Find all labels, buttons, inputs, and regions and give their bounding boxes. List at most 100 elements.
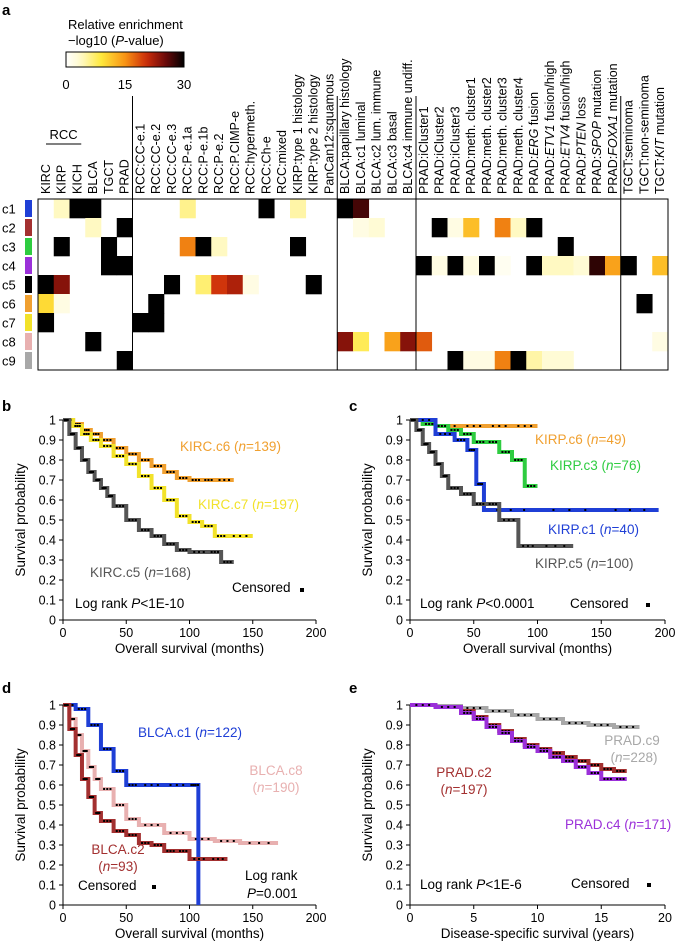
y-tick-label: 0.6 xyxy=(39,779,56,793)
y-axis-label: Survival probability xyxy=(360,748,375,862)
censor-mark xyxy=(77,754,80,756)
y-tick-label: 0.2 xyxy=(386,574,403,588)
censor-mark xyxy=(609,768,612,770)
heatmap-cell xyxy=(38,294,55,314)
censor-mark xyxy=(193,858,196,860)
censor-mark xyxy=(78,425,81,427)
censor-mark xyxy=(468,449,471,451)
column-label-part: Ch-e xyxy=(259,136,273,163)
column-label: PRAD:SPOP mutation xyxy=(590,70,604,194)
column-label-part: mutation xyxy=(606,63,620,114)
censor-mark xyxy=(182,477,185,479)
censor-mark xyxy=(194,784,197,786)
censor-mark xyxy=(554,545,557,547)
heatmap-cell xyxy=(447,351,464,371)
censor-mark xyxy=(632,726,635,728)
censor-mark xyxy=(169,499,172,501)
series-label-name: KIRC.c5 ( xyxy=(90,565,149,580)
row-label: c9 xyxy=(2,354,16,369)
heatmap-cell xyxy=(132,313,149,333)
panel-b: b 0 0.1 0.2 0.3 0.4 0.5 0.6 0.7 0.8 0.9 1 0 50 100 150 2… xyxy=(2,398,326,656)
y-axis-label: Survival probability xyxy=(13,463,28,577)
column-label-part: P-e.1b xyxy=(196,127,210,164)
column-label-part: PRAD: xyxy=(574,156,588,194)
y-tick-label: 0 xyxy=(49,899,56,913)
censor-mark xyxy=(134,463,137,465)
column-label-part: BLCA: xyxy=(385,158,399,194)
panel-letter-b: b xyxy=(2,398,11,415)
column-label-part: PRAD xyxy=(118,159,132,194)
series-label-paren: ) xyxy=(653,750,658,765)
heatmap-cell xyxy=(479,256,496,276)
y-tick-label: 0.1 xyxy=(386,879,403,893)
censor-mark xyxy=(98,778,101,780)
heatmap-cell xyxy=(101,237,118,257)
column-label-part: CC-e.2 xyxy=(149,124,163,164)
censor-mark xyxy=(182,832,185,834)
column-label-part: luminal xyxy=(354,102,368,145)
censor-mark xyxy=(109,748,112,750)
censor-mark xyxy=(73,728,76,730)
censor-mark xyxy=(134,784,137,786)
censor-mark xyxy=(463,712,466,714)
censor-mark xyxy=(432,451,435,453)
censor-mark xyxy=(210,551,213,553)
censor-mark xyxy=(517,740,520,742)
column-label: RCC:P.CIMP-e xyxy=(228,111,242,194)
censor-mark xyxy=(565,760,568,762)
heatmap-cell xyxy=(605,256,622,276)
censor-mark xyxy=(118,770,121,772)
column-label-part: PRAD: xyxy=(543,156,557,194)
x-tick-label: 50 xyxy=(119,626,133,640)
column-label-part: mutation xyxy=(653,87,667,138)
censor-mark xyxy=(156,844,159,846)
censor-mark xyxy=(85,750,88,752)
censor-mark xyxy=(128,834,131,836)
censor-mark xyxy=(160,535,163,537)
censor-mark xyxy=(431,423,434,425)
censor-mark xyxy=(131,519,134,521)
censor-mark xyxy=(107,495,110,497)
series-label-paren: ) xyxy=(295,780,300,795)
series-label-n-part: n xyxy=(604,522,612,537)
censor-mark xyxy=(545,545,548,547)
series-label-n-part: =171 xyxy=(636,817,666,832)
censor-mark xyxy=(122,447,125,449)
series-label-paren: ) xyxy=(294,497,299,512)
censor-mark xyxy=(507,519,510,521)
censor-mark xyxy=(76,447,79,449)
series-label-paren: ) xyxy=(186,565,191,580)
censor-mark xyxy=(229,561,232,563)
heatmap-cell xyxy=(510,351,527,371)
column-label-part: BLCA: xyxy=(338,158,352,194)
series-label-n: (n=190) xyxy=(253,780,300,795)
y-tick-label: 0.5 xyxy=(39,799,56,813)
legend-tick-label: 0 xyxy=(62,77,69,92)
censor-mark xyxy=(479,718,482,720)
column-label-part: immune xyxy=(370,70,384,118)
censor-mark xyxy=(437,463,440,465)
column-label-part: RCC: xyxy=(275,163,289,194)
column-label: KIRP xyxy=(55,165,69,194)
censor-mark xyxy=(568,722,571,724)
censor-mark xyxy=(440,425,443,427)
censor-mark xyxy=(144,842,147,844)
censor-mark xyxy=(85,433,88,435)
censor-mark xyxy=(549,718,552,720)
censor-mark xyxy=(546,750,549,752)
censor-mark xyxy=(118,455,121,457)
censor-mark xyxy=(95,812,98,814)
censor-mark xyxy=(495,726,498,728)
column-label-part: fusion/high xyxy=(543,61,557,125)
censor-mark xyxy=(141,475,144,477)
censor-mark xyxy=(93,724,96,726)
censor-mark xyxy=(141,529,144,531)
censor-mark xyxy=(71,728,74,730)
column-label-part: RCC: xyxy=(181,163,195,194)
column-label: RCC:P-e.2 xyxy=(212,134,226,194)
censor-mark xyxy=(552,752,555,754)
censor-mark xyxy=(85,778,88,780)
censor-mark xyxy=(97,439,100,441)
series-label-n-part: n xyxy=(257,497,265,512)
row-label: c7 xyxy=(2,316,16,331)
